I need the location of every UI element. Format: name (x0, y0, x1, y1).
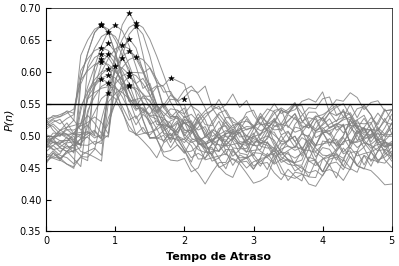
Y-axis label: P(n): P(n) (4, 109, 14, 131)
Point (126, 74, 132, 78)
Point (133, 21, 139, 25)
Point (126, 83, 132, 87)
Point (133, 24, 139, 28)
Point (105, 41, 112, 45)
Point (126, 36, 132, 41)
Point (126, 71, 132, 75)
Point (105, 91, 112, 95)
Point (105, 73, 112, 77)
Point (98, 77, 105, 81)
Point (105, 30, 112, 34)
Point (119, 43, 125, 48)
Point (105, 67, 112, 71)
Point (98, 51, 105, 56)
Point (126, 84, 132, 88)
Point (98, 22, 105, 26)
Point (105, 52, 112, 56)
Point (126, 49, 132, 53)
Point (112, 64, 119, 68)
Point (181, 97, 188, 101)
Point (126, 11, 132, 15)
Point (168, 76, 174, 80)
Point (98, 23, 105, 27)
Point (119, 56, 125, 61)
Point (105, 80, 112, 85)
Point (133, 55, 139, 59)
Point (112, 23, 119, 27)
Point (98, 45, 105, 50)
Point (98, 56, 105, 61)
X-axis label: Tempo de Atraso: Tempo de Atraso (166, 252, 271, 262)
Point (98, 23, 105, 27)
Point (98, 60, 105, 64)
